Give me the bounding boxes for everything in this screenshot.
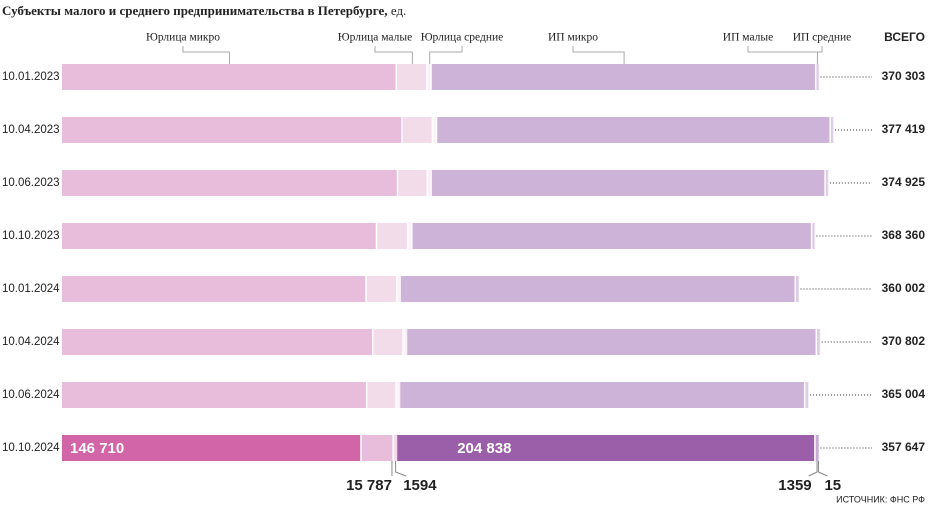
series-leader <box>572 46 625 64</box>
bar-segment <box>830 117 833 143</box>
bar-segment <box>403 329 408 355</box>
bar-segment <box>62 64 396 90</box>
title: Субъекты малого и среднего предпринимате… <box>2 3 388 18</box>
bar-segment <box>377 223 407 249</box>
bar-segment <box>398 170 427 196</box>
bar-segment <box>62 435 361 461</box>
bar-segment <box>397 276 401 302</box>
series-label: Юрлица средние <box>421 32 504 44</box>
bar-segment <box>412 223 811 249</box>
bar-segment <box>62 382 366 408</box>
bar-segment <box>400 382 804 408</box>
bar-segment <box>62 223 376 249</box>
total-label: 357 647 <box>882 440 926 454</box>
bar-segment <box>832 117 834 143</box>
bar-segment <box>827 170 829 196</box>
value-leader <box>395 461 407 477</box>
row-label: 10.10.2024 <box>2 442 60 454</box>
series-label: ИП средние <box>793 32 852 44</box>
series-leader <box>182 46 231 64</box>
total-label: 377 419 <box>882 122 926 136</box>
bar-segment <box>818 435 820 461</box>
bar-segment <box>427 64 431 90</box>
value-label: 204 838 <box>457 440 511 457</box>
series-label: Юрлица малые <box>338 32 412 44</box>
bar-segment <box>400 276 795 302</box>
source: ИСТОЧНИК: ФНС РФ <box>836 494 925 504</box>
total-label: 368 360 <box>882 228 926 242</box>
bar-segment <box>818 64 820 90</box>
bar-segment <box>408 223 412 249</box>
series-label: Юрлица микро <box>146 32 220 44</box>
series-label: ИП малые <box>723 32 773 44</box>
series-leader <box>747 46 818 64</box>
bar-segment <box>373 329 403 355</box>
bar-segment <box>798 276 800 302</box>
bar-segment <box>62 329 373 355</box>
bar-segment <box>816 64 819 90</box>
bar-segment <box>805 382 809 408</box>
bar-segment <box>428 170 432 196</box>
series-leader <box>374 46 413 64</box>
chart-title: Субъекты малого и среднего предпринимате… <box>2 3 406 18</box>
bar-segment <box>431 170 825 196</box>
bar-segment <box>808 382 809 408</box>
row-label: 10.06.2023 <box>2 177 60 189</box>
bar-segment <box>361 435 393 461</box>
totals-header: ВСЕГО <box>884 30 925 44</box>
bar-segment <box>433 117 436 143</box>
total-label: 370 303 <box>882 69 926 83</box>
bar-segment <box>397 64 427 90</box>
series-leader <box>816 46 823 64</box>
total-label: 360 002 <box>882 281 926 295</box>
value-label: 15 787 <box>346 477 392 494</box>
bar-segment <box>366 276 397 302</box>
unit: ед. <box>391 3 406 18</box>
value-leader <box>808 461 818 477</box>
value-label: 1594 <box>403 477 437 494</box>
series-label: ИП микро <box>548 32 598 44</box>
row-label: 10.01.2023 <box>2 71 60 83</box>
value-label: 146 710 <box>70 440 124 457</box>
bar-segment <box>393 435 398 461</box>
bar-segment <box>437 117 830 143</box>
bar-segment <box>795 276 799 302</box>
row-label: 10.06.2024 <box>2 389 60 401</box>
bar-segment <box>396 382 401 408</box>
value-label: 15 <box>824 477 841 494</box>
bar-segment <box>825 170 828 196</box>
bar-segment <box>62 170 397 196</box>
bar-segment <box>62 117 402 143</box>
row-label: 10.10.2023 <box>2 230 60 242</box>
bar-segment <box>431 64 815 90</box>
value-label: 1359 <box>778 477 811 494</box>
value-leader <box>817 461 828 477</box>
bar-segment <box>817 329 820 355</box>
bar-segment <box>814 223 815 249</box>
bar-segment <box>367 382 396 408</box>
bar-segment <box>815 435 819 461</box>
total-label: 365 004 <box>882 387 926 401</box>
bar-segment <box>819 329 821 355</box>
bar-segment <box>402 117 432 143</box>
total-label: 374 925 <box>882 175 926 189</box>
total-label: 370 802 <box>882 334 926 348</box>
bar-segment <box>812 223 815 249</box>
bar-segment <box>62 276 366 302</box>
row-label: 10.04.2024 <box>2 336 60 348</box>
bar-segment <box>397 435 815 461</box>
series-leader <box>429 46 463 64</box>
row-label: 10.01.2024 <box>2 283 60 295</box>
row-label: 10.04.2023 <box>2 124 60 136</box>
bar-segment <box>407 329 816 355</box>
